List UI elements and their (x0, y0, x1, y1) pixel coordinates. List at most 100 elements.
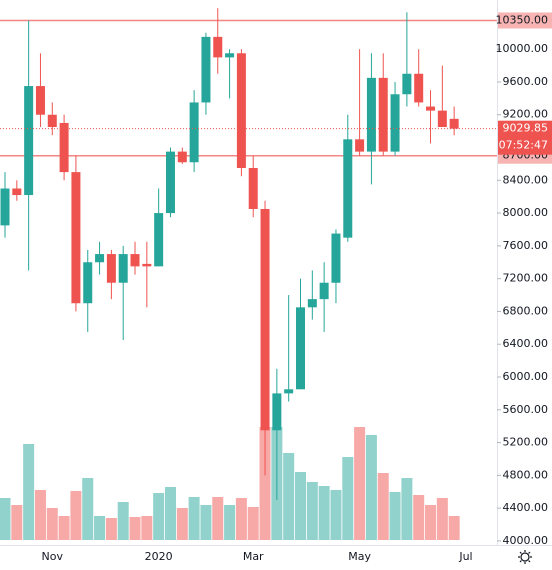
candle-body (355, 139, 365, 152)
volume-bar (259, 427, 271, 540)
volume-bar (377, 473, 389, 540)
volume-bar (141, 516, 153, 540)
candle-body (378, 77, 388, 152)
volume-bar (0, 498, 11, 540)
volume-bar (153, 493, 165, 540)
volume-bar (46, 508, 58, 540)
y-tick-label: 6800.00 (503, 304, 549, 317)
volume-bar (318, 486, 330, 540)
volume-bar (448, 516, 460, 540)
y-tick-label: 9600.00 (503, 75, 549, 88)
volume-bar (342, 457, 354, 540)
candle-body (118, 254, 128, 283)
x-tick-label: Nov (42, 550, 64, 563)
candle-body (437, 110, 447, 128)
candle-body (59, 122, 69, 173)
y-tick-label: 9200.00 (503, 108, 549, 121)
volume-bar (188, 497, 200, 540)
volume-bar (306, 482, 318, 540)
x-tick-label: Mar (243, 550, 264, 563)
candle-body (130, 254, 140, 267)
volume-bar (70, 491, 82, 540)
settings-icon[interactable] (518, 550, 532, 564)
last-price-label: 9029.85 (503, 122, 549, 135)
volume-bar (365, 435, 377, 540)
x-tick-label: 2020 (145, 550, 173, 563)
candle-body (331, 233, 341, 283)
volume-bar (164, 487, 176, 540)
volume-bar (436, 498, 448, 540)
y-tick-label: 5600.00 (503, 403, 549, 416)
candle-body (402, 73, 412, 95)
candle-body (426, 106, 436, 111)
volume-bar (58, 516, 70, 540)
candle-body (165, 151, 175, 214)
candle-body (0, 188, 10, 226)
volume-bar (117, 502, 129, 540)
candle-body (12, 188, 22, 196)
volume-bar (354, 427, 366, 540)
candle-body (213, 36, 223, 58)
volume-bar (11, 505, 23, 540)
candle-body (260, 208, 270, 431)
candle-body (142, 263, 152, 267)
candle-body (106, 254, 116, 283)
volume-bar (401, 478, 413, 540)
candle-body (390, 94, 400, 152)
volume-bar (247, 507, 259, 540)
volume-bar (23, 444, 35, 540)
candle-body (284, 389, 294, 394)
y-tick-label: 5200.00 (503, 436, 549, 449)
volume-bar (425, 505, 437, 540)
candle-body (225, 53, 235, 58)
volume-bar (295, 472, 306, 540)
volume-bar (389, 492, 401, 540)
y-tick-label: 6000.00 (503, 370, 549, 383)
candle-body (272, 393, 282, 431)
volume-bar (82, 478, 94, 540)
y-tick-label: 4000.00 (503, 534, 549, 547)
candle-body (95, 254, 105, 263)
candle-body (47, 114, 57, 128)
volume-bar (212, 497, 224, 540)
candle-body (177, 151, 187, 163)
candle-body (307, 299, 317, 308)
volume-bar (34, 490, 46, 540)
volume-bar (235, 498, 247, 540)
volume-bar (330, 490, 342, 540)
y-tick-label: 10000.00 (496, 42, 549, 55)
volume-bar (224, 505, 236, 540)
x-tick-label: May (348, 550, 371, 563)
candle-body (248, 168, 258, 209)
candle-body (71, 172, 81, 304)
candle-body (414, 73, 424, 103)
level-label-box (498, 12, 552, 29)
y-tick-label: 8400.00 (503, 173, 549, 186)
candle-body (343, 139, 353, 238)
candle-body (449, 118, 459, 129)
candle-body (296, 307, 305, 390)
level-label: 10350.00 (496, 13, 549, 26)
volume-bar (413, 495, 425, 540)
candle-body (201, 36, 211, 103)
countdown-label: 07:52:47 (499, 139, 548, 152)
volume-bar (94, 516, 106, 540)
y-tick-label: 4400.00 (503, 501, 549, 514)
candle-body (24, 86, 34, 196)
y-tick-label: 7200.00 (503, 272, 549, 285)
candle-body (35, 86, 45, 115)
candle-body (83, 262, 93, 304)
y-tick-label: 7600.00 (503, 239, 549, 252)
y-tick-label: 8000.00 (503, 206, 549, 219)
candle-body (189, 102, 199, 163)
y-tick-label: 6400.00 (503, 337, 549, 350)
volume-bar (176, 508, 188, 540)
x-tick-label: Jul (458, 550, 472, 563)
volume-bar (200, 505, 212, 540)
volume-bar (283, 453, 295, 540)
candle-body (236, 53, 246, 169)
volume-bar (129, 517, 141, 540)
candle-body (319, 282, 329, 300)
candle-body (154, 213, 164, 267)
